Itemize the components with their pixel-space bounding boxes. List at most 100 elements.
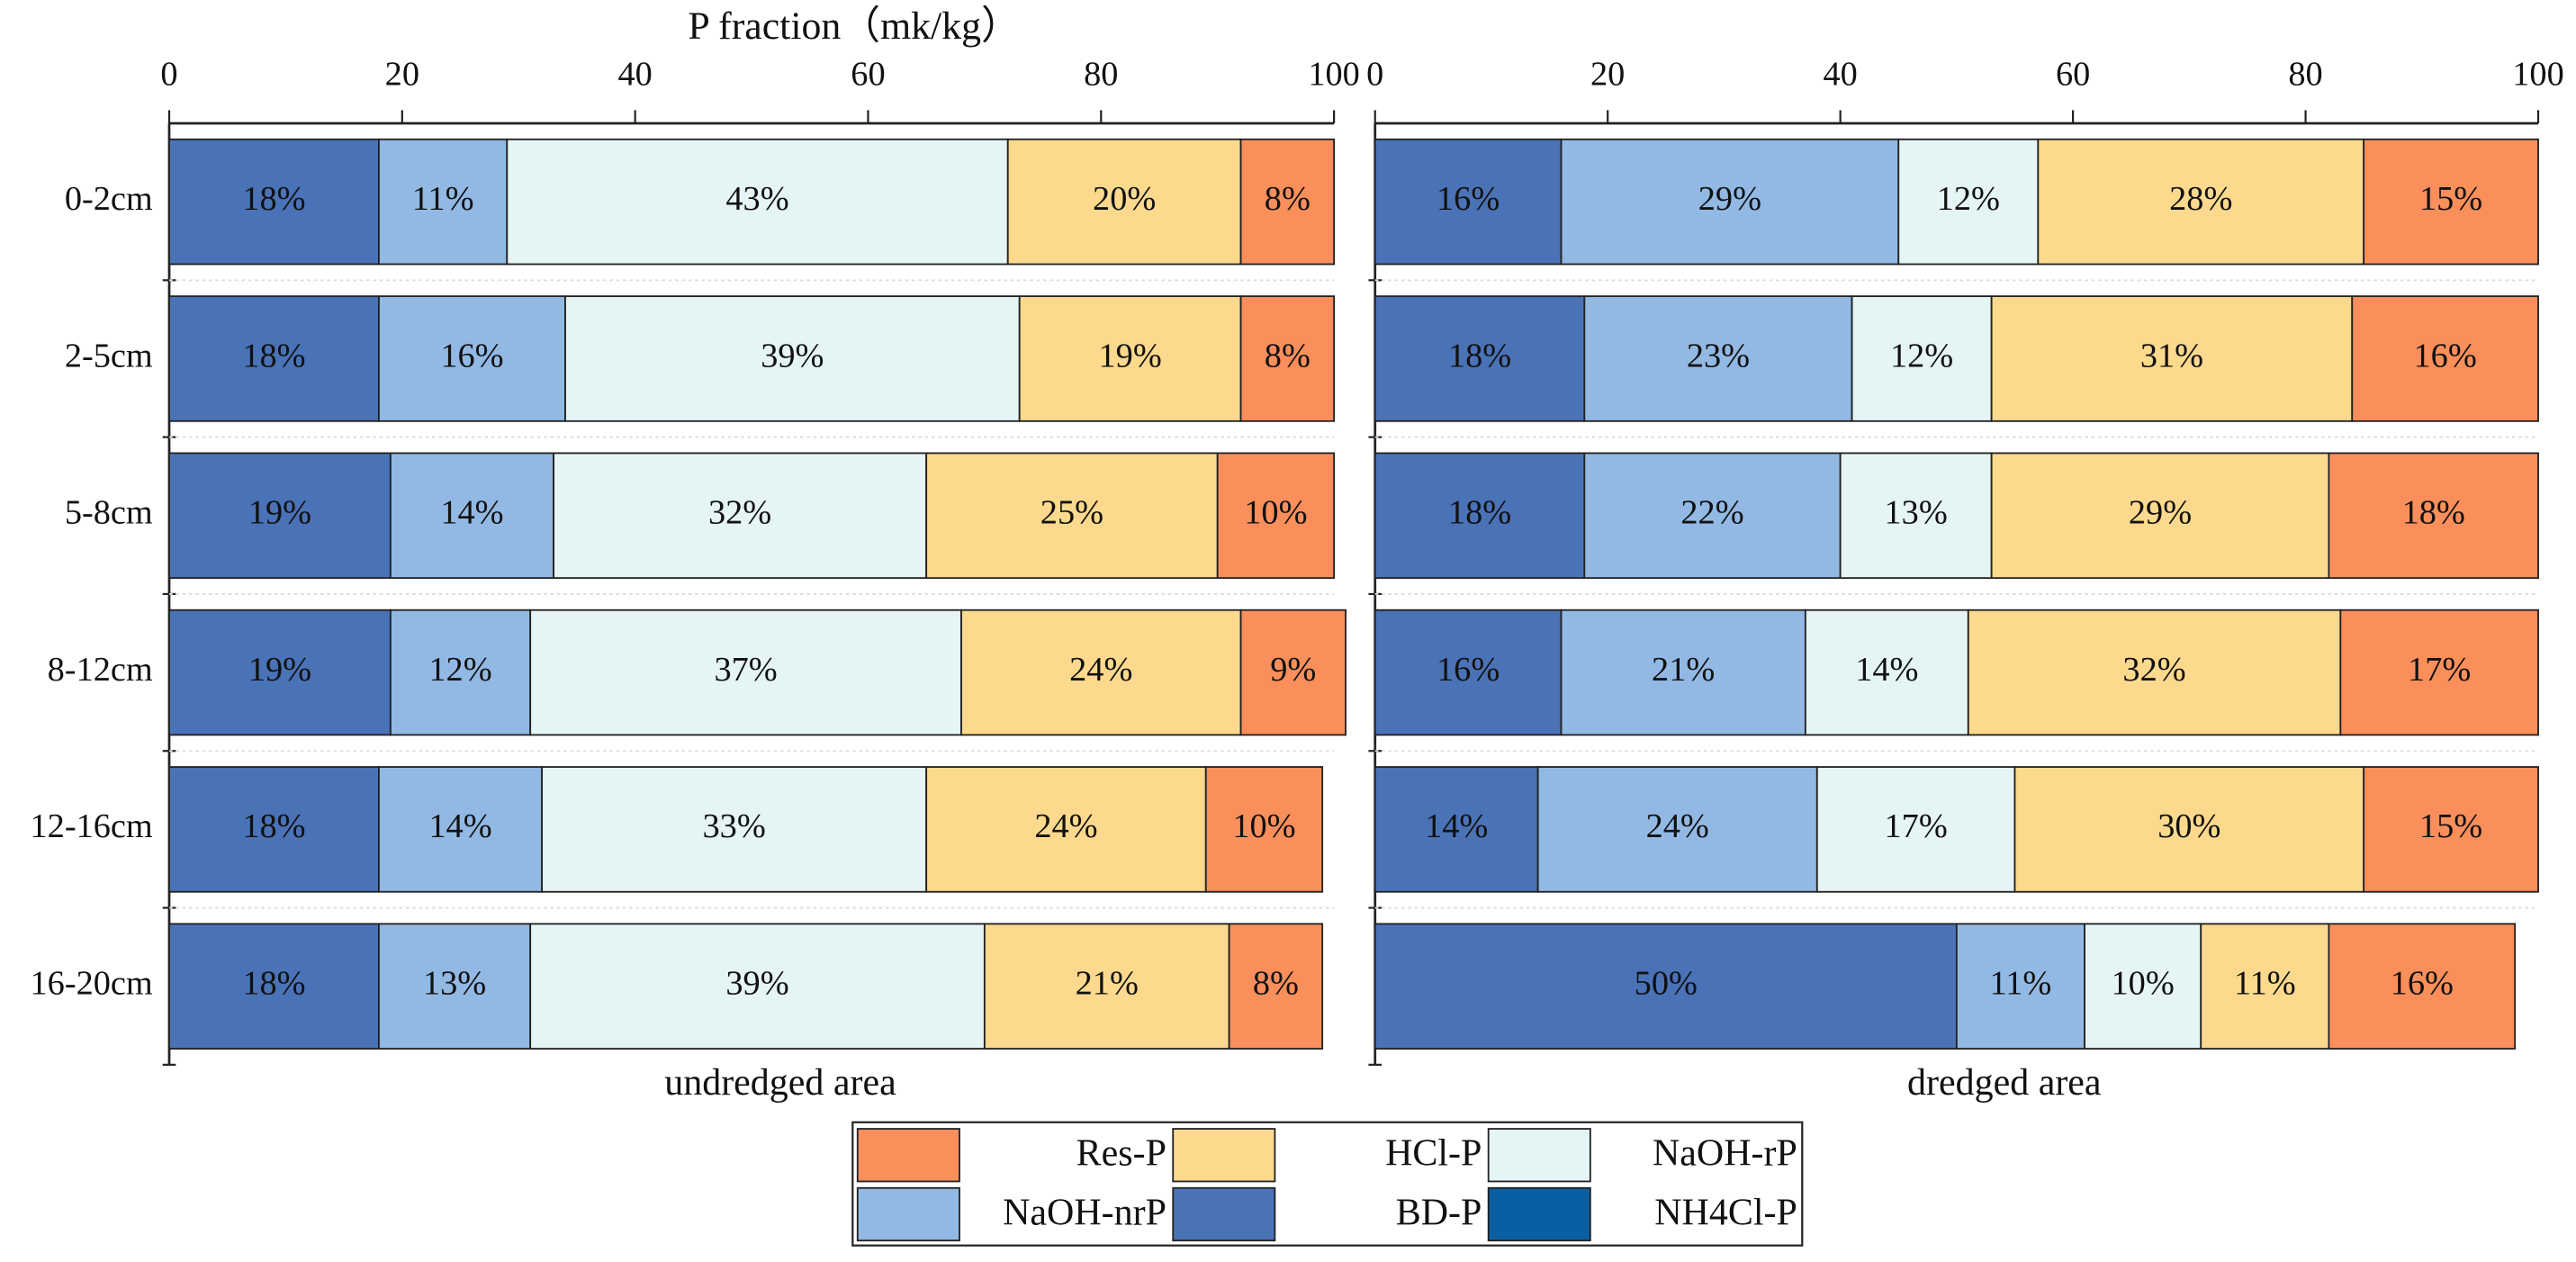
value-label: 14% bbox=[1425, 807, 1488, 845]
value-label: 9% bbox=[1270, 651, 1316, 689]
value-label: 19% bbox=[248, 651, 311, 689]
bar-segment bbox=[1006, 138, 1242, 266]
legend-swatch bbox=[856, 1186, 960, 1242]
bar-segment bbox=[1239, 295, 1336, 422]
bar-segment bbox=[1228, 923, 1324, 1050]
bar-segment bbox=[1204, 766, 1324, 893]
value-label: 21% bbox=[1652, 651, 1715, 689]
value-label: 39% bbox=[761, 337, 824, 374]
bar-segment bbox=[2339, 608, 2539, 736]
y-tick-label: 2-5cm bbox=[65, 337, 153, 374]
bar-segment bbox=[1804, 608, 1969, 736]
y-tick-label: 16-20cm bbox=[30, 965, 152, 1003]
value-label: 50% bbox=[1635, 965, 1698, 1003]
value-label: 43% bbox=[725, 180, 788, 218]
value-label: 8% bbox=[1265, 337, 1311, 374]
bar-segment bbox=[168, 452, 392, 580]
legend-swatch bbox=[1487, 1186, 1591, 1242]
y-tick-label: 5-8cm bbox=[65, 494, 153, 532]
value-label: 33% bbox=[703, 807, 766, 845]
x-tick-label: 60 bbox=[851, 56, 885, 94]
bar-segment bbox=[541, 766, 928, 893]
x-tick-label: 0 bbox=[1366, 56, 1383, 94]
bar-segment bbox=[1216, 452, 1336, 580]
value-label: 10% bbox=[1244, 494, 1307, 532]
value-label: 16% bbox=[2391, 965, 2454, 1003]
bar-segment bbox=[1560, 138, 1900, 266]
x-axis-label: P fraction（mk/kg） bbox=[688, 5, 1020, 48]
value-label: 19% bbox=[1099, 337, 1162, 374]
value-label: 19% bbox=[248, 494, 311, 532]
panel-title: dredged area bbox=[1907, 1062, 2102, 1104]
x-tick-label: 100 bbox=[2512, 56, 2564, 94]
value-label: 21% bbox=[1076, 965, 1139, 1003]
value-label: 24% bbox=[1646, 807, 1709, 845]
value-label: 11% bbox=[412, 180, 474, 218]
value-label: 8% bbox=[1253, 965, 1299, 1003]
value-label: 14% bbox=[428, 807, 491, 845]
bar-segment bbox=[1897, 138, 2040, 266]
value-label: 18% bbox=[1448, 337, 1511, 374]
value-label: 15% bbox=[2419, 180, 2482, 218]
bar-segment bbox=[389, 608, 532, 736]
bar-segment bbox=[2013, 766, 2365, 893]
value-label: 17% bbox=[2408, 651, 2471, 689]
value-label: 22% bbox=[1680, 494, 1743, 532]
value-label: 32% bbox=[708, 494, 771, 532]
bar-segment bbox=[1374, 138, 1563, 266]
value-label: 39% bbox=[725, 965, 788, 1003]
x-tick-label: 40 bbox=[617, 56, 652, 94]
value-label: 28% bbox=[2169, 180, 2232, 218]
value-label: 24% bbox=[1069, 651, 1132, 689]
bar-segment bbox=[925, 452, 1219, 580]
legend-swatch bbox=[1172, 1128, 1276, 1183]
bar-segment bbox=[506, 138, 1009, 266]
bar-segment bbox=[378, 295, 566, 422]
bar-segment bbox=[1239, 138, 1336, 266]
value-label: 18% bbox=[242, 965, 305, 1003]
bar-segment bbox=[925, 766, 1207, 893]
bar-segment bbox=[168, 923, 380, 1050]
y-tick-label: 8-12cm bbox=[48, 651, 153, 689]
bar-segment bbox=[2363, 766, 2539, 893]
value-label: 16% bbox=[1437, 180, 1500, 218]
bar-segment bbox=[1560, 608, 1806, 736]
value-label: 12% bbox=[1890, 337, 1953, 374]
value-label: 37% bbox=[714, 651, 777, 689]
bar-segment bbox=[1851, 295, 1993, 422]
value-label: 20% bbox=[1093, 180, 1156, 218]
bar-segment bbox=[1990, 452, 2330, 580]
bar-segment bbox=[1955, 923, 2085, 1050]
y-tick-label: 0-2cm bbox=[65, 180, 153, 218]
bar-segment bbox=[1018, 295, 1242, 422]
value-label: 11% bbox=[1990, 965, 2052, 1003]
value-label: 10% bbox=[1232, 807, 1295, 845]
bar-segment bbox=[960, 608, 1242, 736]
bar-segment bbox=[168, 138, 380, 266]
value-label: 18% bbox=[1448, 494, 1511, 532]
bar-segment bbox=[2037, 138, 2365, 266]
value-label: 31% bbox=[2140, 337, 2203, 374]
legend-box bbox=[851, 1121, 1804, 1247]
value-label: 15% bbox=[2419, 807, 2482, 845]
x-tick-label: 40 bbox=[1823, 56, 1857, 94]
bar-segment bbox=[2351, 295, 2539, 422]
legend-swatch bbox=[1487, 1128, 1591, 1183]
value-label: 13% bbox=[1885, 494, 1948, 532]
panel-title: undredged area bbox=[664, 1062, 896, 1104]
value-label: 18% bbox=[2402, 494, 2465, 532]
value-label: 24% bbox=[1034, 807, 1097, 845]
x-tick-label: 100 bbox=[1308, 56, 1360, 94]
bar-segment bbox=[1815, 766, 2016, 893]
bar-segment bbox=[2200, 923, 2330, 1050]
legend-swatch bbox=[1172, 1186, 1276, 1242]
value-label: 18% bbox=[242, 807, 305, 845]
bar-segment bbox=[1374, 295, 1586, 422]
value-label: 23% bbox=[1687, 337, 1750, 374]
value-label: 16% bbox=[1437, 651, 1500, 689]
bar-segment bbox=[529, 923, 986, 1050]
bar-segment bbox=[2084, 923, 2202, 1050]
value-label: 12% bbox=[428, 651, 491, 689]
